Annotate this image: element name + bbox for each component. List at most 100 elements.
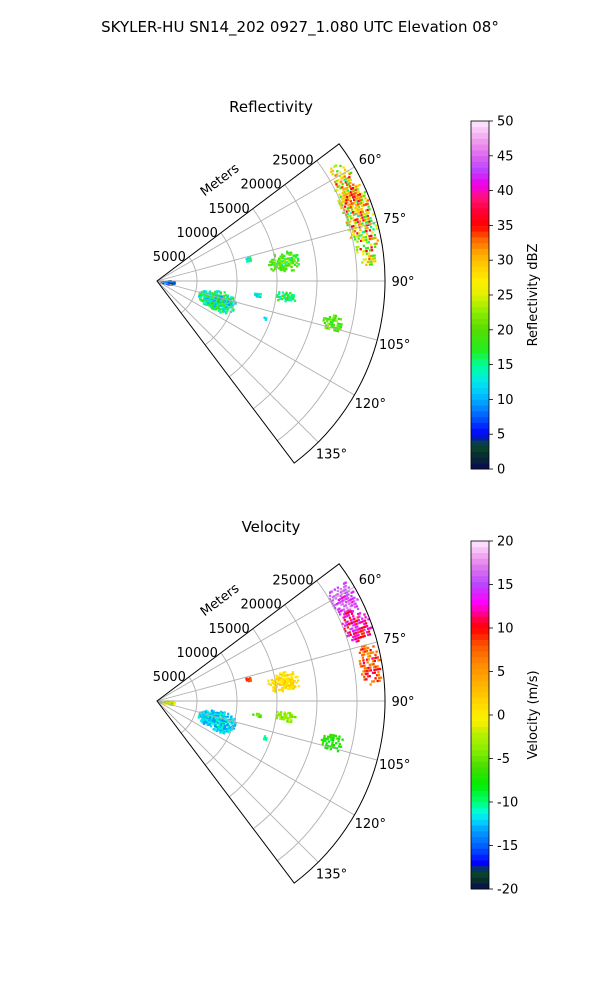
radar-gate [359,217,363,220]
radar-gate [326,737,329,741]
radar-gate [365,199,368,203]
radar-gate [355,200,359,203]
radar-gate [363,230,366,233]
radar-gate [208,291,211,294]
radar-gate [347,186,350,189]
radar-gate [351,597,354,600]
radar-gate [346,223,349,227]
radar-gate [351,187,355,190]
colorbar-segment [471,144,489,151]
radar-gate [364,616,367,619]
radar-gate [348,191,351,195]
colorbar-segment [471,668,489,675]
radar-gate [265,317,268,320]
radar-gate [202,718,205,722]
radar-gate [350,187,353,191]
velocity-panel: Velocity 5000 10000 15000 20000 25000 Meters 60… [153,518,541,898]
radar-gate [359,665,363,668]
radar-gate [349,619,353,622]
radar-gate [222,295,226,298]
radar-gate [285,677,288,681]
radar-gate [321,741,325,744]
radar-gate [359,228,362,231]
radar-gate [346,626,350,629]
radar-gate [364,203,368,206]
radar-gate [372,645,375,648]
radar-gate [368,654,372,658]
radar-gate [269,263,273,266]
radar-gate [212,292,215,295]
radar-gate [349,220,352,223]
radar-gate [344,202,347,205]
radar-gate [368,237,372,241]
radar-gate [335,742,338,745]
radar-gate [355,628,358,632]
radar-gate [249,258,252,261]
radar-gate [361,201,365,204]
radar-gate [290,673,293,676]
radar-gate [285,268,288,271]
azimuth-radial [156,586,355,702]
radar-gate [279,255,282,258]
radar-gate [346,606,349,610]
radar-gate [379,658,382,662]
radar-gate [369,225,373,229]
radar-gate [377,671,380,674]
radar-gate [364,235,368,239]
radar-gate [289,291,292,295]
colorbar-segment [471,802,489,809]
radar-gate [376,668,380,671]
radar-gate [334,164,338,167]
radar-gate [328,591,332,594]
colorbar-segment [471,819,489,826]
radar-gate [364,247,368,250]
radar-gate [248,255,252,259]
radar-gate [353,221,356,225]
colorbar-segment [471,720,489,727]
radar-gate [288,673,291,676]
radar-gate [346,189,350,192]
radar-gate [358,211,361,215]
radar-gate [278,682,282,685]
radar-gate [373,254,376,257]
radar-gate [336,330,340,333]
radar-gate [224,727,228,731]
radar-gate [271,261,274,265]
radar-gate [216,303,219,306]
radar-gate [337,602,340,605]
radar-gate [341,738,344,741]
radar-gate [365,667,368,670]
radar-gate [346,183,349,186]
radar-gate [278,260,281,263]
radar-gate [252,713,255,716]
radar-gate [257,712,261,716]
radar-gate [353,617,356,621]
radar-gate [338,322,341,326]
radar-gate [375,242,378,245]
colorbar-segment [471,260,489,267]
radar-gate [330,743,334,746]
radar-gate [351,627,354,630]
radar-gate [225,720,228,724]
radar-gate [364,670,367,673]
azimuth-tick-label: 120° [355,817,386,832]
radar-gate [370,246,373,249]
radar-gate [365,238,368,241]
radar-gate [213,294,216,297]
radar-gate [366,202,369,205]
radar-gate [227,725,230,728]
radar-gate [273,253,276,256]
radar-gate [297,679,300,682]
radar-gate [348,172,351,176]
radar-gate [324,317,328,320]
radar-gate [365,230,368,233]
radar-gate [282,264,286,268]
radar-gate [339,171,342,174]
radar-gate [203,720,207,724]
colorbar-tick-label: 20 [497,323,514,338]
radar-gate [355,209,358,213]
radar-gate [206,710,210,713]
radar-gate [366,631,369,634]
colorbar-tick-label: 0 [497,463,505,478]
radar-gate [231,297,235,300]
